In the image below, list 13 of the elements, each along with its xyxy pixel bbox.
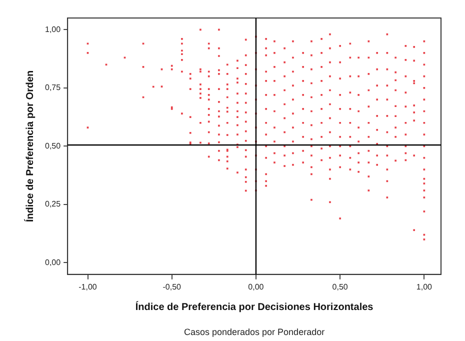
x-tick-label: -1,00 [78, 282, 98, 292]
x-tick-label: 0,00 [248, 282, 264, 292]
x-tick-label: 1,00 [416, 282, 433, 292]
y-tick-label: 1,00 [44, 24, 62, 34]
x-tick-label: -0,50 [162, 282, 182, 292]
y-tick-label: 0,50 [44, 141, 62, 150]
y-tick-label: 0,00 [44, 258, 62, 267]
y-tick-label: 0,75 [44, 83, 62, 92]
x-tick-label: 0,50 [332, 282, 348, 292]
y-axis-title: Índice de Preferencia por Orden [24, 70, 36, 222]
y-tick-label: 0,25 [44, 200, 62, 209]
text: Casos ponderados por Ponderador [184, 327, 325, 337]
x-axis-title: Índice de Preferencia por Decisiones Horizontales [135, 300, 374, 313]
